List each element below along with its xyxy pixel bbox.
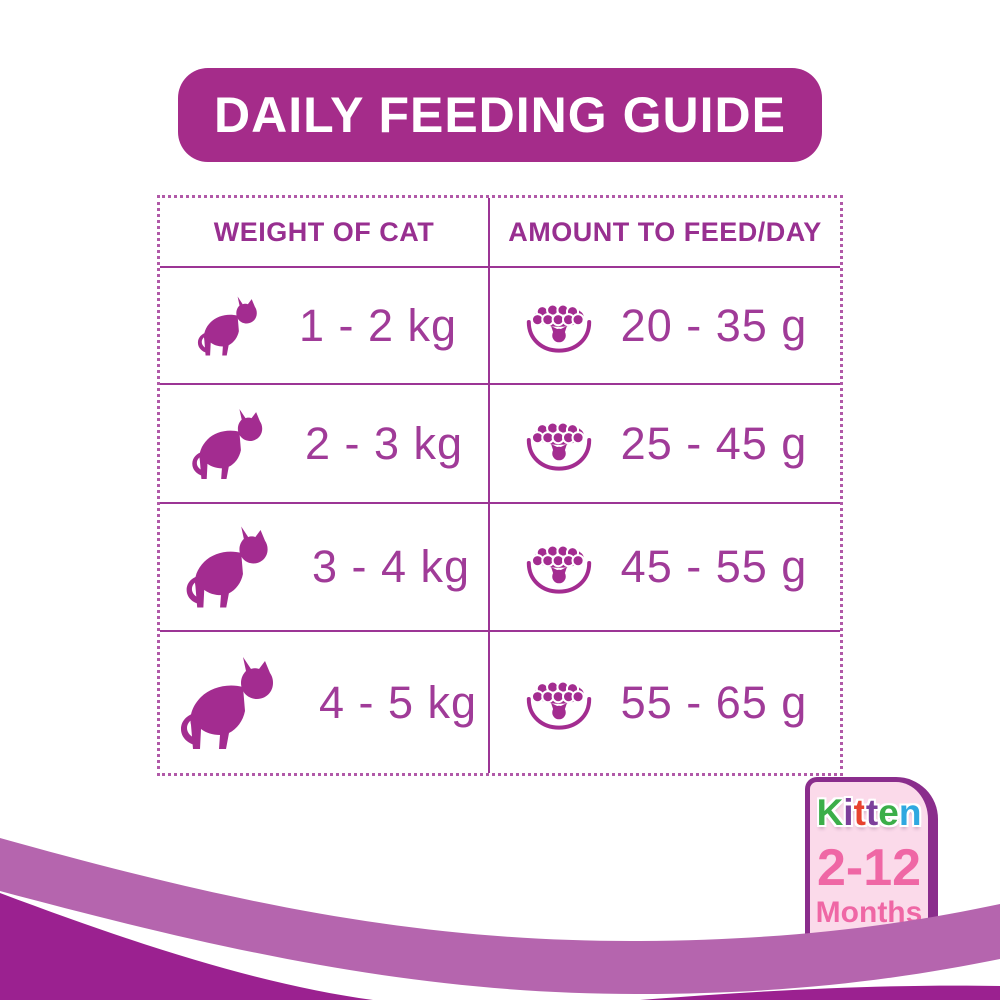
kitten-age-badge: Kitten 2-12 Months [805,777,938,967]
cat-silhouette-icon [192,408,263,479]
amount-cell: 20 - 35 g [490,268,840,383]
header-weight-cell: WEIGHT OF CAT [160,198,490,266]
table-row: 2 - 3 kg 25 - 45 g [160,385,840,504]
kitten-label: Kitten [817,792,922,834]
kitten-letter: t [853,792,866,833]
table-row: 1 - 2 kg 20 - 35 g [160,268,840,385]
amount-value: 25 - 45 g [620,417,808,469]
amount-value: 45 - 55 g [620,541,808,592]
amount-cell: 45 - 55 g [490,504,840,630]
amount-cell: 55 - 65 g [490,632,840,773]
table-header-row: WEIGHT OF CAT AMOUNT TO FEED/DAY [160,198,840,268]
age-range-label: 2-12 [816,839,922,897]
weight-cell: 4 - 5 kg [160,632,490,773]
weight-value: 4 - 5 kg [318,676,478,728]
weight-cell: 2 - 3 kg [160,385,490,502]
food-bowl-icon [526,421,591,471]
amount-column-header: AMOUNT TO FEED/DAY [508,216,822,247]
banner-title: DAILY FEEDING GUIDE [214,87,786,143]
weight-cell: 1 - 2 kg [160,268,490,383]
kitten-letter: t [865,792,879,833]
cat-silhouette-icon [197,296,257,355]
food-bowl-icon [526,680,591,730]
weight-cell: 3 - 4 kg [160,504,490,630]
weight-value: 3 - 4 kg [311,541,471,592]
food-bowl-icon [526,544,591,594]
table-row: 3 - 4 kg 45 - 55 g [160,504,840,632]
kitten-letter: i [843,792,854,833]
age-unit-label: Months [815,896,923,929]
kitten-letter: n [898,792,922,833]
amount-value: 20 - 35 g [620,299,808,351]
weight-value: 2 - 3 kg [304,417,464,469]
daily-feeding-guide-banner: DAILY FEEDING GUIDE [178,68,822,162]
amount-cell: 25 - 45 g [490,385,840,502]
cat-silhouette-icon [180,656,273,749]
table-row: 4 - 5 kg 55 - 65 g [160,632,840,773]
header-amount-cell: AMOUNT TO FEED/DAY [490,198,840,266]
cat-silhouette-icon [186,526,268,608]
kitten-letter: e [878,792,899,833]
amount-value: 55 - 65 g [620,676,808,728]
weight-column-header: WEIGHT OF CAT [213,216,435,247]
food-bowl-icon [526,303,591,353]
feeding-table: WEIGHT OF CAT AMOUNT TO FEED/DAY 1 - 2 k… [157,195,843,776]
weight-value: 1 - 2 kg [298,299,458,351]
kitten-letter: K [816,792,844,833]
